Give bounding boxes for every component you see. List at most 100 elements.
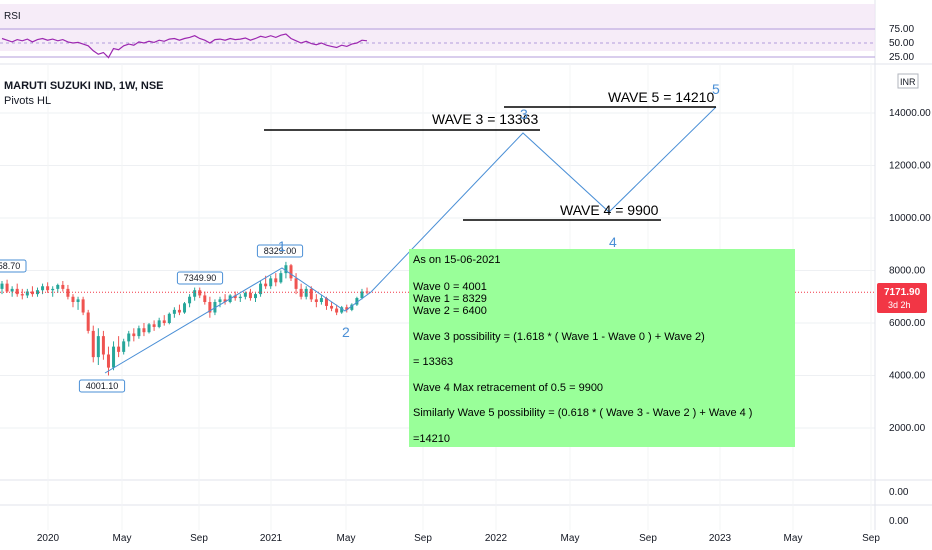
candle-body (319, 298, 323, 302)
x-tick-label: May (337, 533, 356, 544)
candle-body (345, 307, 349, 310)
price-badge-countdown: 3d 2h (888, 300, 911, 310)
candle-body (96, 336, 100, 358)
candle-body (309, 288, 313, 300)
candle-body (35, 290, 39, 295)
note-date: As on 15-06-2021 (413, 254, 500, 266)
candle-body (147, 324, 151, 333)
candle-body (183, 303, 187, 313)
pivot-box (256, 244, 304, 258)
price-tick-label: 6000.00 (889, 318, 926, 329)
pivot-label: 58.70 (0, 261, 20, 271)
candle-body (289, 265, 293, 279)
candle-body (86, 312, 90, 331)
candle-body (137, 328, 141, 337)
candle-body (91, 330, 95, 358)
rsi-band (0, 4, 875, 51)
candle-body (142, 328, 146, 333)
candle-body (172, 309, 176, 314)
wave-annotations: 58.70 4001.10 7349.90 8329.00 (0, 106, 717, 393)
candle-body (314, 299, 318, 302)
candle-body (152, 324, 156, 327)
x-tick-label: 2020 (37, 533, 60, 544)
x-tick-label: Sep (414, 533, 432, 544)
candle-body (233, 295, 237, 299)
wave-mark-1: 1 (278, 238, 286, 254)
extra-tick-label: 0.00 (889, 487, 909, 498)
candle-body (157, 320, 161, 327)
pivot-label: 4001.10 (86, 381, 119, 391)
price-tick-label: 14000.00 (889, 108, 931, 119)
pivot-label: 7349.90 (184, 273, 217, 283)
candle-body (71, 296, 75, 302)
x-tick-label: May (784, 533, 803, 544)
candle-body (264, 283, 268, 287)
candle-body (132, 333, 136, 337)
candle-body (188, 296, 192, 304)
candle-body (299, 288, 303, 297)
wave-mark-4: 4 (609, 234, 617, 250)
candle-body (284, 265, 288, 274)
candle-body (330, 305, 334, 309)
wave3-label: WAVE 3 = 13363 (432, 111, 538, 127)
price-tick-label: 8000.00 (889, 266, 926, 277)
rsi-label: RSI (4, 11, 21, 22)
candle-body (5, 283, 9, 292)
x-tick-label: Sep (639, 533, 657, 544)
note-wave0: Wave 0 = 4001 (413, 281, 487, 293)
price-tick-label: 2000.00 (889, 423, 926, 434)
note-wave5-formula: Similarly Wave 5 possibility = (0.618 * … (413, 407, 752, 419)
currency-label: INR (900, 77, 916, 87)
pivot-label: 8329.00 (264, 246, 297, 256)
price-tick-label: 12000.00 (889, 161, 931, 172)
candle-body (304, 288, 308, 297)
x-tick-label: 2023 (709, 533, 732, 544)
candle-body (112, 346, 116, 368)
note-wave1: Wave 1 = 8329 (413, 293, 487, 305)
rsi-tick-label: 25.00 (889, 52, 914, 63)
x-tick-label: May (113, 533, 132, 544)
candle-body (81, 299, 85, 313)
candle-body (254, 294, 257, 299)
candle-body (218, 299, 222, 302)
candle-body (238, 296, 242, 299)
price-badge (877, 283, 927, 313)
rsi-tick-label: 75.00 (889, 24, 914, 35)
x-tick-label: May (561, 533, 580, 544)
candle-body (61, 284, 65, 289)
note-wave2: Wave 2 = 6400 (413, 305, 487, 317)
candle-body (355, 298, 359, 305)
candle-body (0, 283, 4, 289)
candle-body (177, 309, 181, 313)
candle-body (10, 288, 14, 292)
candle-body (248, 292, 252, 299)
price-badge-value: 7171.90 (884, 287, 921, 298)
note-wave3-value: = 13363 (413, 356, 453, 368)
candle-body (15, 288, 19, 295)
candle-body (269, 278, 273, 287)
wave-mark-5: 5 (712, 81, 720, 97)
candle-body (46, 286, 50, 291)
pivot-box (78, 379, 126, 393)
candle-body (198, 290, 202, 296)
wave-mark-2: 2 (342, 324, 350, 340)
candle-body (365, 291, 369, 293)
price-tick-label: 10000.00 (889, 213, 931, 224)
price-tick-label: 4000.00 (889, 371, 926, 382)
candle-body (259, 283, 263, 295)
wave-mark-3: 3 (520, 106, 528, 122)
rsi-line (1, 33, 368, 59)
wave-path (104, 106, 717, 374)
rsi-pane (0, 4, 875, 59)
currency-box[interactable] (897, 73, 919, 89)
candle-body (203, 295, 207, 302)
candle-body (350, 304, 354, 310)
candle-body (25, 291, 29, 296)
candle-body (162, 320, 166, 323)
pivot-box (176, 271, 224, 285)
note-wave4: Wave 4 Max retracement of 0.5 = 9900 (413, 382, 603, 394)
candle-body (101, 336, 105, 355)
candle-body (274, 278, 278, 283)
x-tick-label: Sep (190, 533, 208, 544)
